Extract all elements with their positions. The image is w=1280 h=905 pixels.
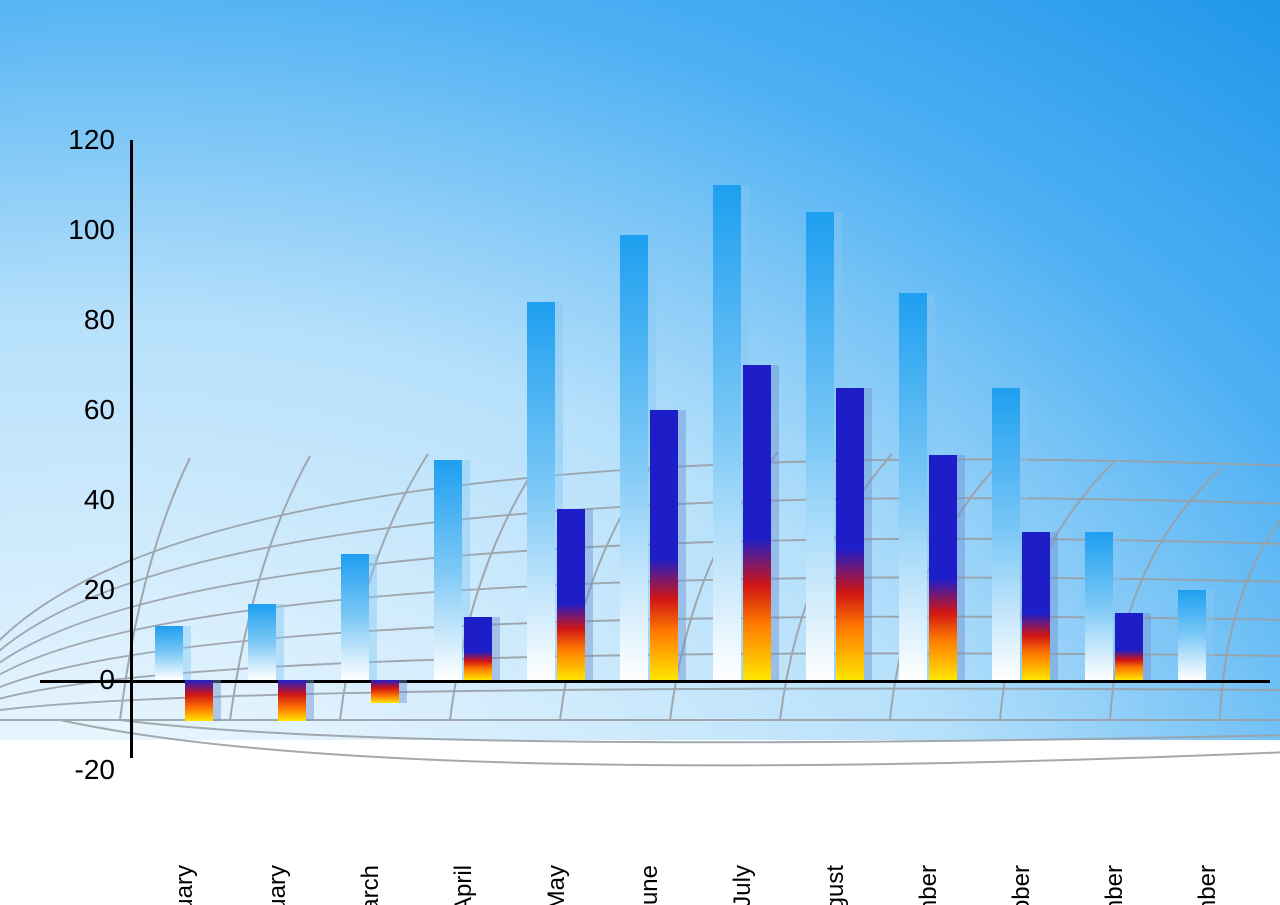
series1-bar [899, 293, 927, 680]
x-category-label: January [171, 865, 199, 905]
x-category-label: June [636, 865, 664, 905]
series1-bar [1178, 590, 1206, 680]
y-tick-label: 40 [15, 484, 115, 516]
x-axis-baseline [40, 680, 1270, 683]
series1-bar [527, 302, 555, 680]
x-category-label: September [915, 865, 943, 905]
series1-bar [806, 212, 834, 680]
y-tick-label: 100 [15, 214, 115, 246]
series2-bar [650, 410, 678, 680]
series2-bar [185, 680, 213, 721]
y-tick-label: -20 [15, 754, 115, 786]
series2-bar [557, 509, 585, 680]
x-category-label: February [264, 865, 292, 905]
series1-bar [434, 460, 462, 681]
x-category-label: December [1194, 865, 1222, 905]
x-category-label: October [1008, 865, 1036, 905]
x-category-label: March [357, 865, 385, 905]
x-category-label: November [1101, 865, 1129, 905]
series2-bar [371, 680, 399, 703]
series1-bar [155, 626, 183, 680]
series2-bar [1115, 613, 1143, 681]
y-tick-label: 120 [15, 124, 115, 156]
series2-bar [278, 680, 306, 721]
series2-bar [743, 365, 771, 680]
series1-bar [1085, 532, 1113, 681]
x-category-label: May [543, 865, 571, 905]
series1-bar [248, 604, 276, 681]
series2-bar [464, 617, 492, 680]
y-tick-label: 80 [15, 304, 115, 336]
series2-bar [929, 455, 957, 680]
series2-bar [1022, 532, 1050, 681]
series1-bar [620, 235, 648, 681]
x-category-label: July [729, 865, 757, 905]
y-axis-line [130, 140, 133, 758]
x-category-label: August [822, 865, 850, 905]
y-tick-label: 60 [15, 394, 115, 426]
series1-bar [341, 554, 369, 680]
series1-bar [992, 388, 1020, 681]
series2-bar [836, 388, 864, 681]
series1-bar [713, 185, 741, 680]
y-tick-label: 0 [15, 664, 115, 696]
y-tick-label: 20 [15, 574, 115, 606]
monthly-bar-chart: -20 0 20 40 60 80 100 120 January February March A… [0, 0, 1280, 905]
x-category-label: April [450, 865, 478, 905]
